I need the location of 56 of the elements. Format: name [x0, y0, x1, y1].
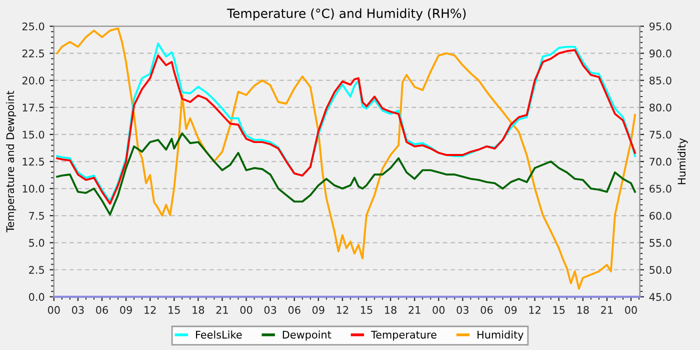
x-tick-label: 18 — [192, 306, 204, 314]
y2-tick-label: 95.0 — [649, 22, 672, 30]
y-tick-label: 5.0 — [29, 238, 44, 247]
y-tick-label: 0.0 — [28, 293, 44, 301]
line-series — [56, 132, 636, 216]
y-tick-label: 15.0 — [22, 130, 44, 139]
chart-title: Temperature (°C) and Humidity (RH%) — [226, 8, 466, 21]
y-tick-label: 2.5 — [29, 266, 44, 274]
x-tick-label: 06 — [288, 306, 300, 314]
x-tick-label: 00 — [48, 306, 60, 314]
y2-tick-label: 65.0 — [650, 184, 672, 193]
y2-tick-label: 50.0 — [650, 266, 672, 274]
y2-tick-label: 85.0 — [650, 76, 672, 84]
legend-label: FeelsLike — [196, 330, 242, 339]
y-tick-label: 25.0 — [22, 22, 44, 30]
x-tick-label: 00 — [432, 306, 445, 314]
x-tick-label: 00 — [625, 306, 637, 314]
x-tick-label: 12 — [336, 306, 348, 314]
y2-tick-label: 80.0 — [650, 104, 672, 112]
legend-label: Dewpoint — [282, 330, 332, 341]
y-tick-label: 12.5 — [22, 158, 44, 166]
y-tick-label: 20.0 — [22, 76, 44, 84]
line-series — [56, 27, 636, 290]
x-tick-label: 09 — [312, 306, 324, 314]
x-tick-label: 12 — [529, 306, 540, 314]
x-tick-label: 03 — [72, 306, 84, 314]
x-tick-label: 03 — [264, 306, 276, 314]
x-tick-label: 18 — [385, 306, 396, 314]
y-tick-label: 7.5 — [29, 212, 44, 220]
y2-tick-label: 70.0 — [650, 158, 672, 166]
y2-tick-label: 55.0 — [650, 238, 672, 247]
y2-tick-label: 60.0 — [650, 212, 672, 220]
y2-tick-label: 90.0 — [649, 50, 672, 58]
x-tick-label: 21 — [408, 306, 420, 314]
x-tick-label: 15 — [168, 306, 180, 314]
x-tick-label: 00 — [240, 306, 252, 314]
x-tick-label: 03 — [456, 306, 468, 314]
y2-axis-title: Humidity — [678, 138, 688, 184]
x-tick-label: 06 — [480, 306, 493, 314]
x-tick-label: 15 — [553, 306, 565, 314]
y-tick-label: 17.5 — [22, 104, 44, 112]
x-tick-label: 09 — [504, 306, 517, 314]
legend-label: Temperature — [370, 330, 436, 341]
x-tick-label: 15 — [361, 306, 372, 314]
y2-tick-label: 45.0 — [649, 293, 672, 301]
x-tick-label: 21 — [601, 306, 613, 314]
x-tick-label: 09 — [120, 306, 132, 314]
x-tick-label: 18 — [577, 306, 589, 314]
x-tick-label: 12 — [144, 306, 156, 314]
legend-label: Humidity — [478, 330, 524, 341]
y-axis-title: Temperature and Dewpoint — [6, 90, 16, 232]
y-tick-label: 22.5 — [22, 50, 44, 58]
x-tick-label: 06 — [96, 306, 108, 314]
x-tick-label: 21 — [216, 306, 228, 314]
y-tick-label: 10.0 — [22, 184, 44, 193]
y2-tick-label: 75.0 — [650, 130, 672, 139]
